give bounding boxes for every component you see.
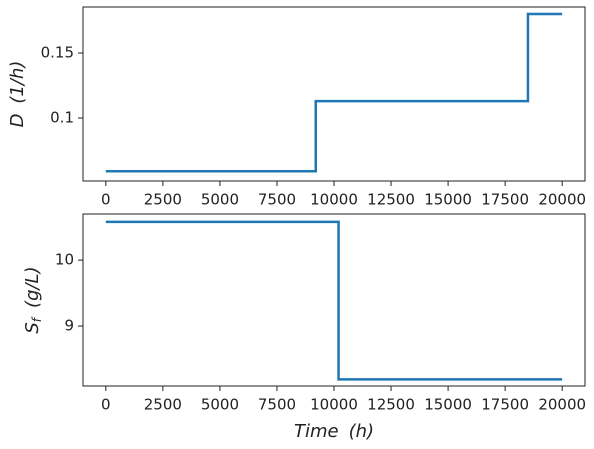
x-tick-label: 5000: [201, 191, 239, 209]
x-tick-label: 2500: [144, 191, 182, 209]
y-label-unit: (g/L): [22, 266, 43, 308]
x-label-unit: (h): [349, 421, 374, 442]
x-tick-label: 2500: [144, 396, 182, 414]
x-tick-label: 20000: [538, 191, 586, 209]
data-line: [105, 12, 563, 173]
x-tick-label: 7500: [258, 191, 296, 209]
axes-frame: [82, 6, 586, 182]
x-axis-label: Time (h): [294, 421, 374, 442]
y-tick-label: 0.1: [50, 108, 74, 126]
x-label-symbol: Time: [294, 421, 339, 442]
x-tick-label: 17500: [481, 396, 529, 414]
x-tick-label: 7500: [258, 396, 296, 414]
axes-frame: [82, 213, 586, 387]
x-tick-label: 12500: [367, 396, 415, 414]
x-tick-label: 20000: [538, 396, 586, 414]
y-label-symbol: D: [7, 114, 28, 128]
y-axis-label: Sf (g/L): [22, 266, 44, 333]
data-line: [105, 220, 563, 381]
y-tick-label: 9: [64, 317, 74, 335]
y-label-subscript: f: [30, 316, 44, 322]
x-tick-label: 5000: [201, 396, 239, 414]
x-tick-label: 0: [101, 396, 111, 414]
x-tick-label: 12500: [367, 191, 415, 209]
y-tick-label: 0.15: [41, 44, 74, 62]
x-tick-label: 15000: [424, 396, 472, 414]
subplot: 0 2500 5000 7500 10000 12500 15000 17500 20000 9 1…: [22, 213, 586, 442]
x-tick-label: 10000: [310, 191, 358, 209]
x-tick-label: 10000: [310, 396, 358, 414]
x-tick-label: 15000: [424, 191, 472, 209]
y-axis-label: D (1/h): [7, 61, 28, 128]
y-tick-label: 10: [55, 251, 74, 269]
x-tick-label: 0: [101, 191, 111, 209]
subplot: 0 2500 5000 7500 10000 12500 15000 17500 20000 0.…: [7, 6, 586, 209]
x-tick-label: 17500: [481, 191, 529, 209]
y-label-symbol: S: [22, 322, 43, 333]
y-label-unit: (1/h): [7, 61, 28, 104]
